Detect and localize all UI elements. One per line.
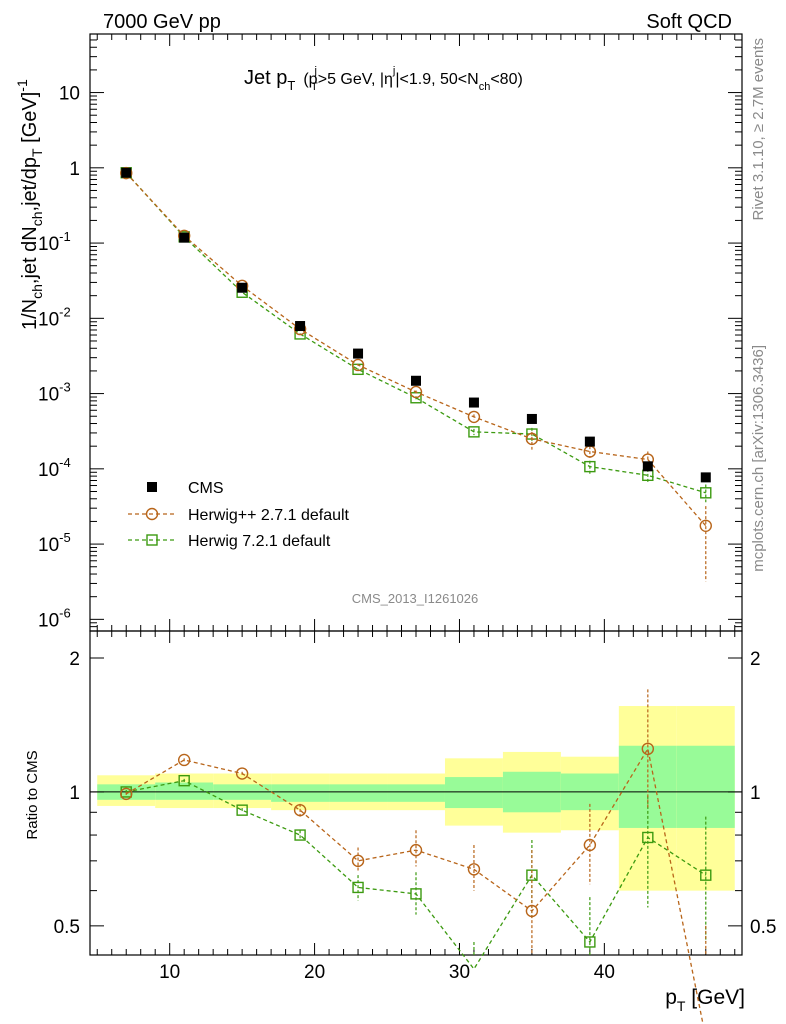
plot-title: Jet pT (pj T>5 GeV, |ηj|<1.9, 50<Nch<80): [244, 65, 523, 93]
herwig7-point: [468, 426, 480, 438]
watermark: CMS_2013_I1261026: [352, 591, 479, 606]
uncertainty-band-inner: [155, 782, 214, 800]
x-tick-label: 10: [159, 962, 180, 983]
cms-point: [295, 321, 306, 332]
cms-point: [526, 413, 537, 424]
herwigpp-point: [525, 432, 539, 446]
main-panel: 10 1 10-1 10-2 10-3 10-4 10-5 10-6: [38, 33, 743, 955]
herwigpp-point: [351, 358, 365, 372]
cms-point: [179, 232, 190, 243]
ratio-y-tick-label: 0.5: [750, 917, 776, 938]
herwigpp-point: [699, 519, 712, 532]
herwig7-ratio-point: [236, 804, 248, 816]
legend-marker: [147, 482, 157, 492]
legend-marker: [145, 507, 159, 521]
herwigpp-point: [120, 166, 133, 180]
herwigpp-ratio-point: [351, 854, 365, 868]
herwigpp-ratio-point: [235, 767, 249, 780]
herwig7-ratio-point: [700, 869, 712, 881]
cms-point: [237, 282, 248, 293]
y-tick-label: 10-6: [38, 605, 71, 631]
y-tick-label: 10-4: [38, 455, 71, 481]
x-axis-label: pT [GeV]: [665, 986, 745, 1014]
ratio-frame: [89, 630, 743, 956]
ratio-y-label: Ratio to CMS: [24, 750, 41, 839]
y-tick-label: 10-3: [38, 380, 71, 406]
cms-point: [121, 167, 132, 178]
herwig7-ratio-point: [642, 831, 654, 844]
cms-point: [468, 397, 479, 408]
cms-point: [411, 375, 421, 386]
y-tick-label: 10-5: [38, 530, 71, 556]
uncertainty-band-inner: [329, 784, 388, 802]
uncertainty-band-inner: [444, 777, 503, 809]
cms-point: [353, 348, 364, 359]
herwigpp-point: [409, 385, 423, 399]
rivet-label: Rivet 3.1.10, ≥ 2.7M events: [750, 38, 767, 221]
herwigpp-ratio-point: [120, 787, 133, 801]
legend-label: Herwig 7.2.1 default: [188, 533, 331, 550]
herwigpp-ratio-point: [409, 843, 423, 857]
herwigpp-ratio-point: [641, 742, 655, 756]
herwig7-ratio-point: [352, 881, 364, 894]
ratio-y-tick-label: 2: [750, 649, 761, 670]
herwig7-ratio-point: [178, 774, 190, 787]
herwig7-point: [700, 487, 712, 499]
y-tick-label: 10: [59, 84, 80, 105]
uncertainty-band-inner: [676, 745, 735, 828]
herwigpp-ratio-point: [583, 838, 597, 852]
header-right: Soft QCD: [646, 11, 732, 33]
legend: CMS Herwig++ 2.7.1 default Herwig 7.2.1 de…: [128, 480, 350, 550]
herwigpp-ratio-point: [467, 863, 481, 876]
y-tick-label: 1: [69, 159, 80, 180]
legend-label: Herwig++ 2.7.1 default: [188, 507, 350, 524]
uncertainty-band-inner: [271, 784, 330, 802]
mcplots-label: mcplots.cern.ch [arXiv:1306.3436]: [750, 345, 767, 572]
ratio-y-tick-label: 0.5: [54, 917, 80, 938]
header-left: 7000 GeV pp: [103, 11, 221, 33]
ratio-y-tick-label: 1: [750, 783, 761, 804]
herwig7-ratio-point: [584, 936, 596, 948]
herwigpp-point: [467, 410, 481, 424]
ratio-panel: 10 20 30 40 0.5 0.5 1 1 2 2: [54, 630, 776, 1024]
uncertainty-band-inner: [387, 784, 445, 802]
herwigpp-line: [125, 172, 707, 527]
legend-label: CMS: [188, 480, 224, 497]
herwig7-ratio-point: [410, 888, 422, 900]
herwigpp-ratio-point: [525, 904, 539, 918]
herwig7-ratio-point: [294, 829, 306, 841]
ratio-y-tick-label: 1: [69, 783, 80, 804]
herwig7-line: [125, 172, 706, 494]
cms-point: [584, 436, 595, 447]
y-tick-label: 10-2: [38, 304, 71, 330]
ratio-y-tick-label: 2: [69, 649, 80, 670]
herwigpp-ratio-point: [177, 753, 191, 767]
legend-marker: [146, 534, 158, 546]
x-tick-label: 20: [304, 962, 325, 983]
cms-point: [642, 461, 653, 472]
y-axis-label: 1/Nch,jet dNch,jet/dpT [GeV]-1: [14, 79, 45, 330]
x-tick-label: 40: [594, 962, 615, 983]
herwigpp-ratio-point: [293, 803, 307, 817]
cms-point: [700, 472, 711, 483]
herwigpp-ratio-line: [125, 747, 704, 1024]
y-tick-label: 10-1: [38, 229, 71, 255]
x-tick-label: 30: [449, 962, 470, 983]
herwig7-point: [584, 460, 596, 473]
